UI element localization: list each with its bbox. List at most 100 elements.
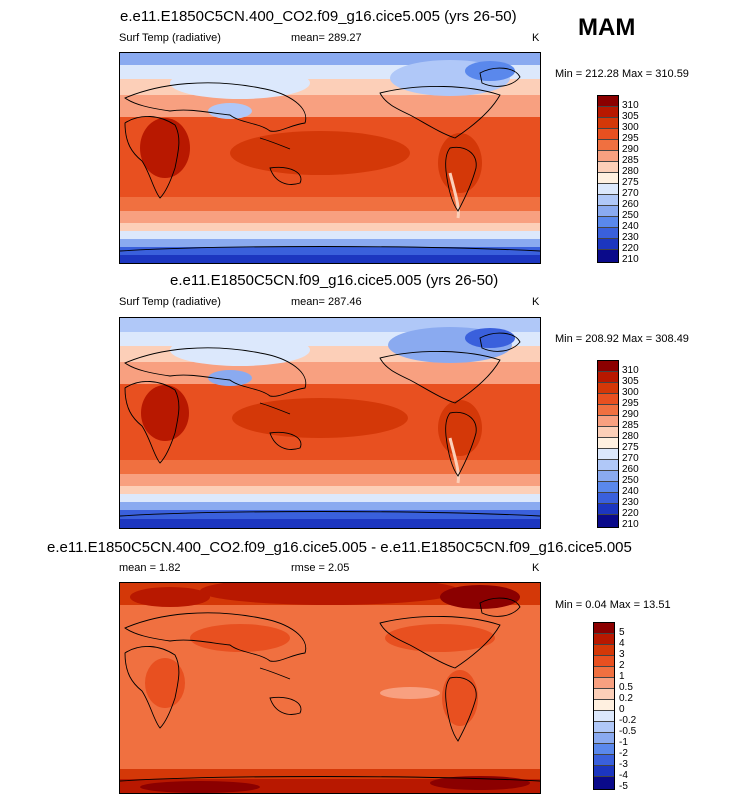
colorbar-tick-label: 285 [622, 155, 639, 166]
colorbar-tick-label: 250 [622, 475, 639, 486]
panel2-variable: Surf Temp (radiative) [119, 296, 221, 308]
colorbar-swatch [598, 515, 618, 527]
colorbar-tick-label: 3 [619, 649, 625, 660]
colorbar-tick-label: 310 [622, 365, 639, 376]
panel3-title: e.e11.E1850C5CN.400_CO2.f09_g16.cice5.00… [47, 539, 632, 556]
colorbar-tick-label: 250 [622, 210, 639, 221]
colorbar-tick-label: 4 [619, 638, 625, 649]
colorbar-tick-label: 220 [622, 243, 639, 254]
colorbar-swatch [594, 766, 614, 777]
panel2-colorbar [597, 360, 619, 528]
panel1-title: e.e11.E1850C5CN.400_CO2.f09_g16.cice5.00… [120, 8, 517, 25]
colorbar-tick-label: 295 [622, 398, 639, 409]
panel3-map [119, 582, 541, 794]
colorbar-swatch [598, 195, 618, 206]
colorbar-swatch [598, 405, 618, 416]
colorbar-swatch [594, 689, 614, 700]
panel3-rmse: rmse = 2.05 [291, 562, 350, 574]
panel1-minmax: Min = 212.28 Max = 310.59 [555, 68, 689, 80]
colorbar-tick-label: 295 [622, 133, 639, 144]
colorbar-swatch [594, 645, 614, 656]
colorbar-swatch [598, 162, 618, 173]
panel2-minmax: Min = 208.92 Max = 308.49 [555, 333, 689, 345]
panel3-units: K [532, 562, 540, 574]
colorbar-swatch [598, 438, 618, 449]
panel3-colorbar [593, 622, 615, 790]
colorbar-tick-label: 210 [622, 254, 639, 265]
colorbar-tick-label: 305 [622, 376, 639, 387]
colorbar-swatch [598, 217, 618, 228]
colorbar-tick-label: 305 [622, 111, 639, 122]
colorbar-tick-label: 275 [622, 177, 639, 188]
colorbar-swatch [598, 250, 618, 262]
colorbar-swatch [594, 733, 614, 744]
panel3-mean: mean = 1.82 [119, 562, 181, 574]
colorbar-tick-label: 290 [622, 409, 639, 420]
colorbar-tick-label: -4 [619, 770, 628, 781]
colorbar-tick-label: -3 [619, 759, 628, 770]
colorbar-swatch [594, 777, 614, 789]
colorbar-swatch [594, 755, 614, 766]
panel1-variable: Surf Temp (radiative) [119, 32, 221, 44]
colorbar-swatch [598, 118, 618, 129]
colorbar-tick-label: 2 [619, 660, 625, 671]
colorbar-tick-label: 285 [622, 420, 639, 431]
colorbar-tick-label: 1 [619, 671, 625, 682]
colorbar-swatch [598, 173, 618, 184]
colorbar-tick-label: 240 [622, 486, 639, 497]
colorbar-swatch [594, 656, 614, 667]
colorbar-swatch [598, 471, 618, 482]
colorbar-tick-label: 0.2 [619, 693, 633, 704]
colorbar-swatch [598, 493, 618, 504]
colorbar-tick-label: 275 [622, 442, 639, 453]
colorbar-tick-label: 270 [622, 188, 639, 199]
colorbar-tick-label: 0.5 [619, 682, 633, 693]
colorbar-swatch [598, 460, 618, 471]
colorbar-swatch [594, 667, 614, 678]
colorbar-swatch [598, 372, 618, 383]
colorbar-tick-label: 240 [622, 221, 639, 232]
panel1-map [119, 52, 541, 264]
colorbar-tick-label: -0.2 [619, 715, 637, 726]
colorbar-swatch [594, 744, 614, 755]
colorbar-swatch [598, 239, 618, 250]
colorbar-tick-label: -2 [619, 748, 628, 759]
colorbar-swatch [598, 228, 618, 239]
colorbar-swatch [598, 184, 618, 195]
colorbar-tick-label: 290 [622, 144, 639, 155]
colorbar-swatch [594, 678, 614, 689]
colorbar-tick-label: -1 [619, 737, 628, 748]
colorbar-tick-label: 300 [622, 122, 639, 133]
colorbar-tick-label: 260 [622, 464, 639, 475]
colorbar-swatch [594, 700, 614, 711]
colorbar-swatch [598, 449, 618, 460]
colorbar-swatch [598, 151, 618, 162]
panel2-title: e.e11.E1850C5CN.f09_g16.cice5.005 (yrs 2… [170, 272, 499, 289]
colorbar-swatch [598, 504, 618, 515]
colorbar-swatch [598, 416, 618, 427]
colorbar-swatch [598, 129, 618, 140]
colorbar-swatch [598, 96, 618, 107]
colorbar-tick-label: 280 [622, 166, 639, 177]
colorbar-swatch [598, 140, 618, 151]
panel1-units: K [532, 32, 540, 44]
panel2-mean: mean= 287.46 [291, 296, 362, 308]
panel3-minmax: Min = 0.04 Max = 13.51 [555, 599, 671, 611]
colorbar-swatch [598, 482, 618, 493]
panel2-units: K [532, 296, 540, 308]
colorbar-swatch [594, 722, 614, 733]
colorbar-tick-label: 220 [622, 508, 639, 519]
colorbar-tick-label: 310 [622, 100, 639, 111]
colorbar-swatch [598, 361, 618, 372]
panel1-mean: mean= 289.27 [291, 32, 362, 44]
colorbar-tick-label: 230 [622, 232, 639, 243]
colorbar-swatch [598, 427, 618, 438]
panel1-colorbar [597, 95, 619, 263]
colorbar-swatch [598, 206, 618, 217]
colorbar-swatch [594, 623, 614, 634]
colorbar-swatch [598, 394, 618, 405]
colorbar-tick-label: 260 [622, 199, 639, 210]
season-label: MAM [578, 14, 636, 41]
panel2-map [119, 317, 541, 529]
colorbar-tick-label: 300 [622, 387, 639, 398]
